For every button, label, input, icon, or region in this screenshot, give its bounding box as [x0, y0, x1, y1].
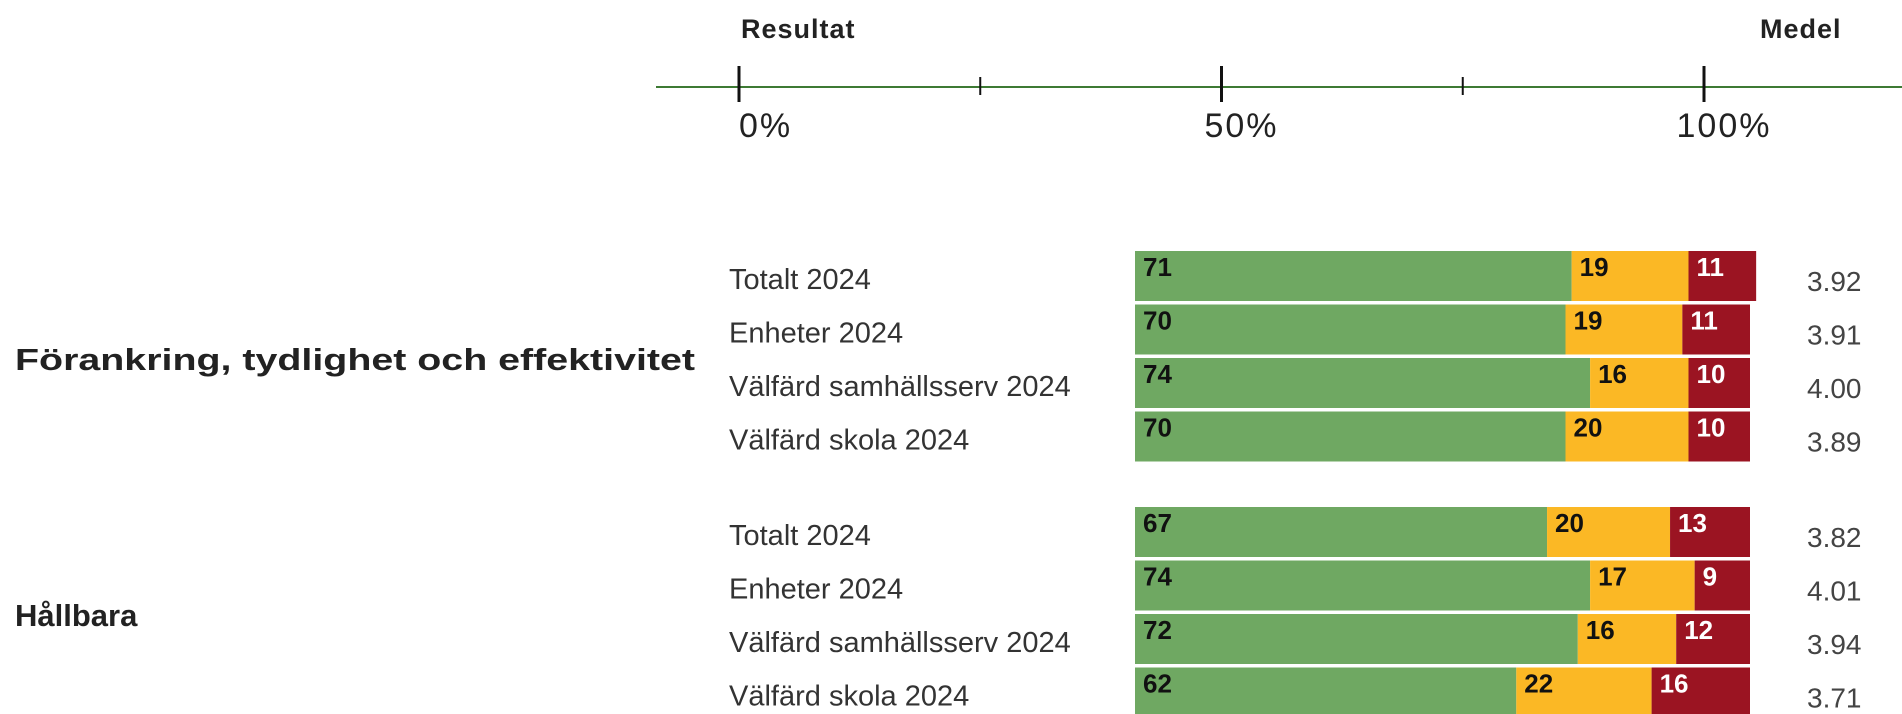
bar-segment	[1516, 667, 1652, 714]
row-label: Enheter 2024	[729, 318, 903, 350]
mean-title: Medel	[1760, 14, 1842, 44]
value-label: 16	[1660, 669, 1689, 699]
mean-value: 3.94	[1807, 629, 1862, 660]
axis-title: Resultat	[741, 14, 856, 44]
bar-segment	[1688, 251, 1757, 301]
mean-value: 3.89	[1807, 427, 1862, 458]
row-label: Välfärd skola 2024	[729, 681, 969, 713]
bar-segment	[1651, 667, 1750, 714]
x-tick-label: 50%	[1204, 107, 1278, 145]
value-label: 17	[1598, 562, 1627, 592]
group-label: Förankring, tydlighet och effektivitet	[15, 342, 695, 377]
bar-segment	[1565, 411, 1689, 462]
value-label: 67	[1143, 508, 1172, 538]
value-label: 19	[1574, 306, 1603, 336]
row-label: Välfärd skola 2024	[729, 425, 969, 457]
mean-value: 3.71	[1807, 683, 1862, 714]
row-label: Enheter 2024	[729, 574, 903, 606]
x-tick-label: 100%	[1677, 107, 1772, 145]
row-label: Totalt 2024	[729, 520, 871, 552]
x-tick-label: 0%	[739, 107, 792, 145]
value-label: 22	[1524, 669, 1553, 699]
bar-segment	[1135, 667, 1517, 714]
bar-segment	[1590, 560, 1695, 611]
value-label: 70	[1143, 306, 1172, 336]
group-label: Hållbara	[15, 598, 138, 633]
mean-value: 4.01	[1807, 576, 1862, 607]
row-label: Välfärd samhällsserv 2024	[729, 627, 1071, 659]
bar-segment	[1565, 304, 1683, 355]
value-label: 19	[1580, 252, 1609, 282]
mean-value: 3.82	[1807, 522, 1862, 553]
value-label: 11	[1690, 306, 1718, 336]
value-label: 16	[1586, 615, 1615, 645]
bar-segment	[1135, 507, 1548, 557]
value-label: 10	[1697, 413, 1726, 443]
bar-segment	[1135, 560, 1591, 611]
row-label: Totalt 2024	[729, 264, 871, 296]
bar-segment	[1135, 411, 1566, 462]
value-label: 20	[1574, 413, 1603, 443]
value-label: 9	[1703, 562, 1717, 592]
bar-segment	[1577, 614, 1677, 664]
bar-segment	[1135, 358, 1591, 408]
mean-value: 3.92	[1807, 266, 1862, 297]
value-label: 72	[1143, 615, 1172, 645]
bar-segment	[1670, 507, 1750, 557]
bar-segment	[1135, 614, 1578, 664]
bar-segment	[1694, 560, 1750, 611]
bar-segment	[1590, 358, 1689, 408]
bar-segment	[1682, 304, 1750, 355]
bar-segment	[1688, 411, 1750, 462]
value-label: 16	[1598, 359, 1627, 389]
bar-segment	[1676, 614, 1750, 664]
row-label: Välfärd samhällsserv 2024	[729, 371, 1071, 403]
value-label: 11	[1697, 252, 1725, 282]
value-label: 12	[1684, 615, 1713, 645]
value-label: 13	[1678, 508, 1707, 538]
value-label: 20	[1555, 508, 1584, 538]
bar-segment	[1547, 507, 1671, 557]
value-label: 70	[1143, 413, 1172, 443]
bar-segment	[1135, 251, 1572, 301]
bar-segment	[1688, 358, 1750, 408]
bar-segment	[1135, 304, 1566, 355]
value-label: 62	[1143, 669, 1172, 699]
mean-value: 3.91	[1807, 320, 1862, 351]
mean-value: 4.00	[1807, 373, 1862, 404]
bar-segment	[1571, 251, 1689, 301]
value-label: 74	[1143, 359, 1172, 389]
value-label: 10	[1697, 359, 1726, 389]
value-label: 74	[1143, 562, 1172, 592]
value-label: 71	[1143, 252, 1172, 282]
